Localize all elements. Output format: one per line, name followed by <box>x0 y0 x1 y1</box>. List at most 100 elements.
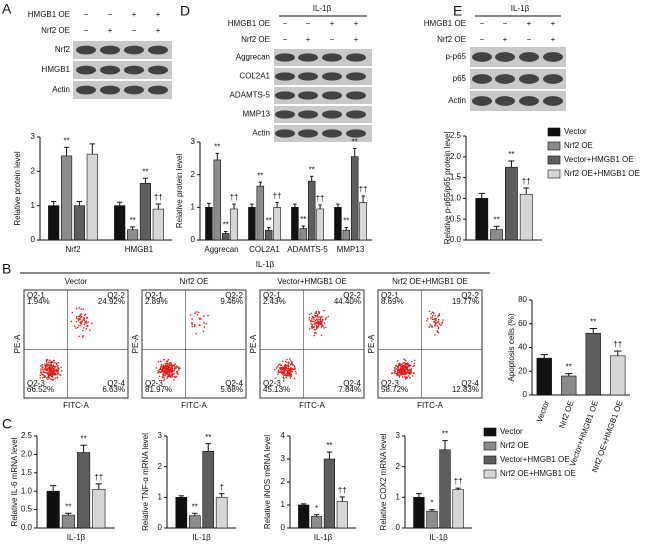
flow-dot <box>403 372 406 374</box>
flow-dot <box>410 370 412 373</box>
flow-dot <box>49 374 52 377</box>
flow-frame <box>259 289 365 399</box>
y-tick-label: 1.5 <box>450 173 462 182</box>
blot-band <box>298 91 318 100</box>
quadrant-name: Q2-1 <box>27 291 45 300</box>
flow-dot <box>293 368 295 371</box>
flow-dot <box>47 361 50 364</box>
significance: †† <box>338 486 347 495</box>
blot-band <box>472 96 492 106</box>
flow-dot <box>311 323 313 326</box>
significance: †† <box>316 194 325 203</box>
bar <box>61 514 75 529</box>
flow-frame <box>23 289 129 399</box>
x-tick-label: HMGB1 <box>125 245 154 254</box>
y-tick-label: 2 <box>191 170 196 179</box>
flow-dot <box>45 359 48 361</box>
y-tick-label: 0 <box>158 523 163 532</box>
bar <box>298 504 310 529</box>
flow-dot <box>321 321 323 323</box>
flow-dot <box>408 365 410 368</box>
flow-dot <box>308 328 311 330</box>
blot-band <box>275 129 295 138</box>
flow-dot <box>313 334 316 337</box>
flow-dot <box>438 313 441 315</box>
quadrant-percent: 12.83% <box>452 385 479 394</box>
flow-dot <box>203 326 206 328</box>
y-tick-label: 1 <box>158 492 163 501</box>
flow-dot <box>191 318 193 320</box>
flow-dot <box>308 319 311 321</box>
quadrant-percent: 9.46% <box>220 297 243 306</box>
flow-dot <box>40 370 42 372</box>
y-tick-label: 1 <box>396 492 401 501</box>
bar <box>452 489 464 529</box>
flow-dot <box>49 366 51 369</box>
flow-dot <box>325 317 328 319</box>
flow-dot <box>438 323 441 325</box>
treatment-sign: + <box>503 35 508 44</box>
quadrant-percent: 58.72% <box>381 385 408 394</box>
flow-dot <box>83 323 86 326</box>
flow-dot <box>410 360 413 363</box>
quadrant-percent: 5.68% <box>220 385 243 394</box>
quadrant-name: Q2-4 <box>107 379 125 388</box>
y-tick-label: 2.0 <box>21 450 33 459</box>
treatment-sign: + <box>354 35 359 44</box>
blot-band <box>275 91 295 100</box>
flow-dot <box>426 319 428 322</box>
flow-dot <box>160 365 162 368</box>
flow-dot <box>168 371 170 374</box>
flow-dot <box>80 308 83 310</box>
y-tick-label: 0.5 <box>450 214 462 223</box>
flow-dot <box>315 332 317 334</box>
flow-dot <box>397 374 400 376</box>
quadrant-name: Q2-2 <box>107 291 125 300</box>
flow-dot <box>409 372 411 374</box>
flow-dot <box>173 372 176 375</box>
bar <box>323 458 336 529</box>
flow-dot <box>55 363 58 366</box>
flow-dot <box>57 365 59 367</box>
flow-dot <box>291 361 293 363</box>
flow-dot <box>318 320 320 323</box>
blot-band <box>322 53 342 62</box>
flow-dot <box>413 362 416 365</box>
flow-dot <box>407 375 410 377</box>
flow-dot <box>308 316 311 319</box>
blot-row-label: Nrf2 <box>55 45 71 54</box>
flow-dot <box>282 380 285 382</box>
flow-dot <box>437 321 440 323</box>
flow-dot <box>284 373 287 376</box>
flow-dot <box>402 373 404 375</box>
x-tick-label: IL-1β <box>67 533 86 542</box>
flow-dot <box>84 321 86 323</box>
flow-dot <box>314 322 317 325</box>
flow-dot <box>275 367 278 369</box>
y-axis-label: Relative TNF-α mRNA level <box>141 433 150 531</box>
blot-band <box>148 45 168 55</box>
y-tick-label: 0 <box>396 523 401 532</box>
flow-dot <box>285 364 287 367</box>
significance: †† <box>230 193 239 202</box>
treatment-sign: − <box>480 35 485 44</box>
blot-band <box>495 52 515 62</box>
y-tick-label: 0 <box>31 235 36 244</box>
y-tick-label: 0.5 <box>21 505 33 514</box>
quadrant-percent: 7.84% <box>338 385 361 394</box>
flow-dot <box>71 311 74 314</box>
bar <box>536 357 552 396</box>
treatment-sign: + <box>156 10 161 19</box>
flow-dot <box>431 325 433 327</box>
flow-dot <box>394 366 396 369</box>
flow-dot <box>441 322 443 325</box>
flow-dot <box>191 323 193 326</box>
legend-swatch <box>483 427 497 437</box>
quadrant-name: Q2-1 <box>145 291 163 300</box>
flow-dot <box>160 371 163 373</box>
significance: ** <box>80 434 86 443</box>
bar <box>114 205 126 241</box>
flow-dot <box>170 376 172 378</box>
flow-dot <box>412 372 415 374</box>
flow-dot <box>77 319 80 322</box>
